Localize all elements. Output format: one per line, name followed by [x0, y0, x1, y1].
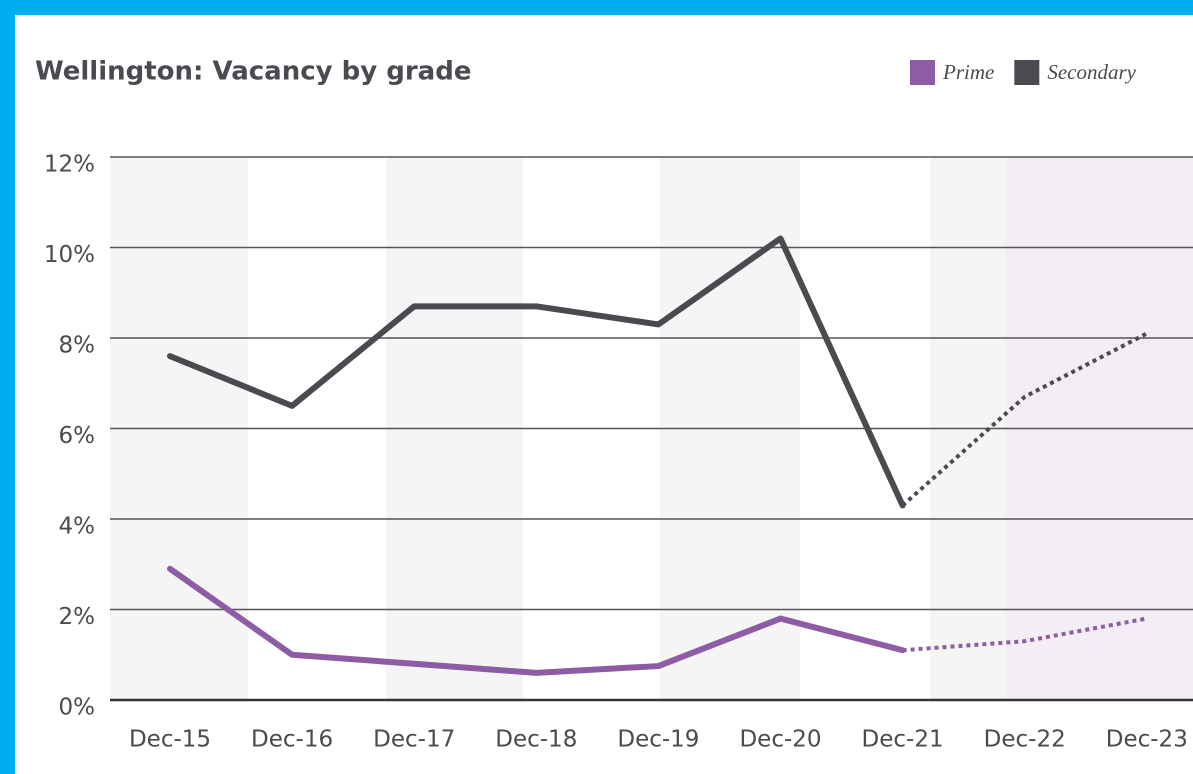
y-tick-label: 0%	[59, 695, 96, 721]
line	[167, 235, 906, 509]
legend-label: Prime	[942, 60, 994, 84]
y-tick-label: 8%	[59, 333, 96, 359]
forecast-line	[901, 331, 1148, 507]
chart-title: Wellington: Vacancy by grade	[35, 57, 471, 87]
line	[167, 565, 906, 676]
x-tick-label: Dec-23	[1106, 727, 1188, 753]
y-tick-label: 6%	[59, 423, 96, 449]
x-tick-label: Dec-19	[617, 727, 699, 753]
x-tick-label: Dec-16	[251, 727, 333, 753]
legend-swatch	[1014, 60, 1040, 85]
y-tick-label: 4%	[59, 514, 96, 540]
legend-label: Secondary	[1047, 60, 1136, 84]
x-tick-label: Dec-17	[373, 727, 455, 753]
forecast-line	[902, 616, 1148, 653]
legend-swatch	[910, 60, 935, 85]
x-tick-label: Dec-15	[129, 727, 211, 753]
y-tick-label: 10%	[44, 242, 95, 268]
y-tick-label: 2%	[59, 604, 96, 630]
x-tick-label: Dec-20	[739, 727, 821, 753]
x-tick-label: Dec-18	[495, 727, 577, 753]
x-tick-label: Dec-21	[862, 727, 944, 753]
x-tick-label: Dec-22	[984, 727, 1066, 753]
y-tick-label: 12%	[44, 152, 95, 178]
legend: Prime Secondary	[910, 60, 1137, 85]
